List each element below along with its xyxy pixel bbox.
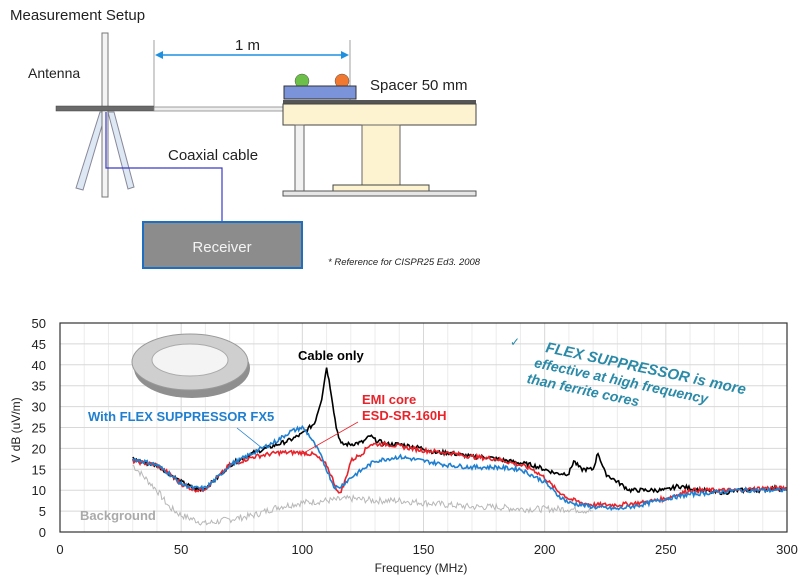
- coaxial-cable: [105, 112, 223, 222]
- coaxial-cable-label: Coaxial cable: [168, 147, 258, 164]
- y-tick-label: 5: [39, 504, 46, 519]
- y-tick-label: 45: [32, 337, 46, 352]
- flex-leader-line: [236, 427, 263, 449]
- series-line-with-flex-suppressor-fx5: [132, 424, 788, 512]
- distance-label: 1 m: [235, 37, 260, 54]
- test-table: [282, 73, 477, 197]
- x-tick-labels: 0 50 100 150 200 250 300: [56, 542, 797, 557]
- y-tick-label: 25: [32, 421, 46, 436]
- callout-text: FLEX SUPPRESSOR is more effective at hig…: [526, 339, 748, 409]
- y-tick-label: 15: [32, 462, 46, 477]
- emi-leader-line: [301, 421, 359, 455]
- y-axis-label: V dB (uV/m): [9, 397, 23, 462]
- series-line-emi-core-esd-sr-160h: [131, 441, 788, 509]
- check-icon: ✓: [510, 335, 520, 349]
- measurement-setup-diagram: Measurement Setup Antenna 1 m Spacer 50 …: [10, 7, 481, 269]
- annotation-background: Background: [80, 508, 156, 523]
- annotation-emi-core: EMI core: [362, 392, 416, 407]
- y-tick-label: 40: [32, 358, 46, 373]
- antenna-rod: [153, 106, 285, 112]
- series-line-background: [132, 464, 594, 526]
- plot-frame: [59, 322, 788, 533]
- x-tick-label: 100: [291, 542, 313, 557]
- x-tick-label: 150: [413, 542, 435, 557]
- antenna-tripod: [55, 32, 285, 198]
- reference-note: * Reference for CISPR25 Ed3. 2008: [328, 257, 481, 268]
- y-tick-label: 50: [32, 316, 46, 331]
- antenna-pole: [101, 32, 109, 198]
- series-line-cable-only: [132, 367, 788, 496]
- diagram-title: Measurement Setup: [10, 7, 145, 24]
- callout-line-2: effective at high frequency: [533, 354, 711, 407]
- y-tick-label: 30: [32, 400, 46, 415]
- y-tick-label: 35: [32, 379, 46, 394]
- device-under-test: [283, 85, 357, 100]
- y-tick-labels: 0 5 10 15 20 25 30 35 40 45 50: [32, 316, 46, 540]
- x-tick-label: 300: [776, 542, 798, 557]
- annotation-cable-only: Cable only: [298, 348, 365, 363]
- annotation-emi-core-model: ESD-SR-160H: [362, 408, 447, 423]
- x-tick-label: 50: [174, 542, 188, 557]
- receiver-box: [142, 221, 303, 269]
- grid: [60, 323, 787, 532]
- y-tick-label: 0: [39, 525, 46, 540]
- callout-line-1: FLEX SUPPRESSOR is more: [544, 339, 747, 398]
- receiver-label: Receiver: [192, 239, 251, 256]
- y-tick-label: 10: [32, 483, 46, 498]
- flex-suppressor-tape-image: [131, 333, 250, 398]
- annotation-flex-suppressor: With FLEX SUPPRESSOR FX5: [88, 409, 274, 424]
- series-group: [131, 367, 788, 526]
- distance-dimension: [153, 40, 351, 106]
- x-axis-label: Frequency (MHz): [375, 561, 468, 575]
- spacer-label: Spacer 50 mm: [370, 77, 468, 94]
- y-tick-label: 20: [32, 441, 46, 456]
- callout-line-3: than ferrite cores: [526, 370, 641, 409]
- x-tick-label: 200: [534, 542, 556, 557]
- antenna-label: Antenna: [28, 65, 80, 81]
- antenna-element: [55, 105, 155, 112]
- x-tick-label: 250: [655, 542, 677, 557]
- x-tick-label: 0: [56, 542, 63, 557]
